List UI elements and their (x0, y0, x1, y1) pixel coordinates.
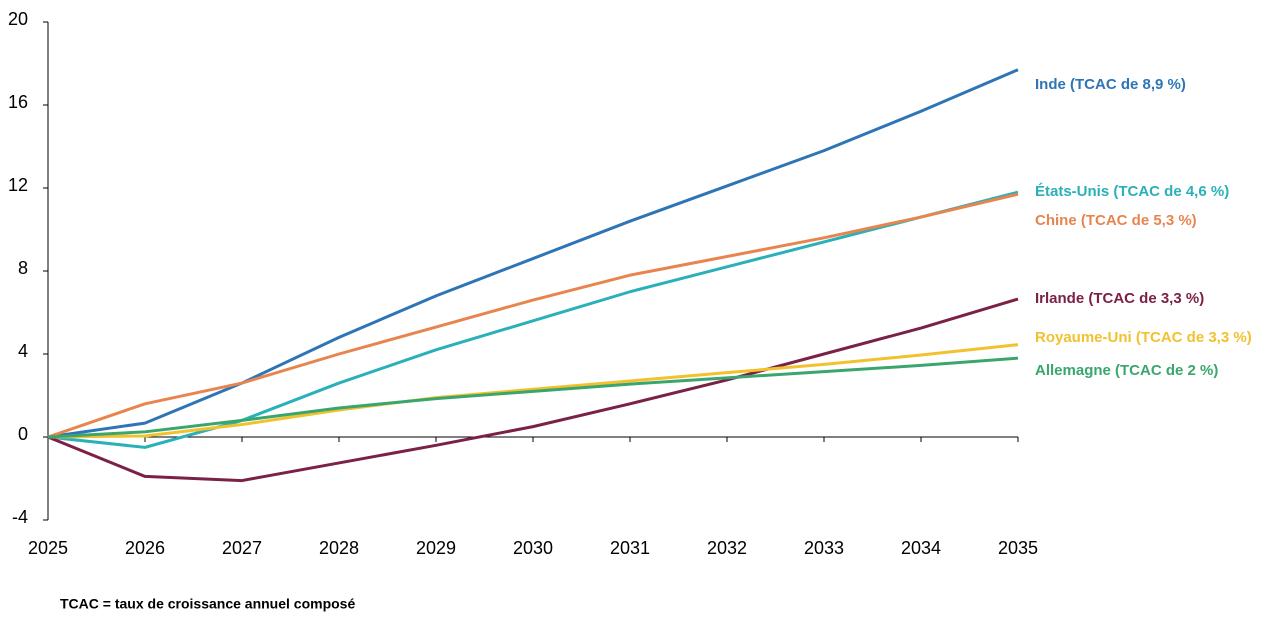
x-tick-label: 2031 (610, 538, 650, 558)
x-tick-label: 2034 (901, 538, 941, 558)
y-tick-label: 4 (18, 341, 28, 361)
series-line (47, 343, 1019, 439)
x-tick-label: 2029 (416, 538, 456, 558)
x-tick-label: 2025 (28, 538, 68, 558)
y-tick-label: 0 (18, 424, 28, 444)
y-tick-label: 8 (18, 258, 28, 278)
x-tick-label: 2032 (707, 538, 747, 558)
x-tick-label: 2028 (319, 538, 359, 558)
series-line (47, 190, 1019, 449)
series-line (47, 356, 1019, 439)
y-tick-label: -4 (12, 507, 28, 527)
y-tick-label: 16 (8, 92, 28, 112)
series-label: Irlande (TCAC de 3,3 %) (1035, 290, 1204, 307)
series-label: États-Unis (TCAC de 4,6 %) (1035, 183, 1229, 200)
footnote: TCAC = taux de croissance annuel composé (60, 596, 355, 612)
x-tick-label: 2035 (998, 538, 1038, 558)
x-tick-label: 2026 (125, 538, 165, 558)
x-tick-label: 2033 (804, 538, 844, 558)
series-line (47, 297, 1019, 483)
series-label: Inde (TCAC de 8,9 %) (1035, 76, 1186, 93)
series-line (47, 68, 1019, 439)
y-tick-label: 20 (8, 9, 28, 29)
series-label: Royaume-Uni (TCAC de 3,3 %) (1035, 329, 1252, 346)
x-tick-label: 2027 (222, 538, 262, 558)
y-tick-label: 12 (8, 175, 28, 195)
series-line (47, 192, 1019, 439)
series-label: Allemagne (TCAC de 2 %) (1035, 362, 1218, 379)
series-label: Chine (TCAC de 5,3 %) (1035, 212, 1197, 229)
x-tick-label: 2030 (513, 538, 553, 558)
